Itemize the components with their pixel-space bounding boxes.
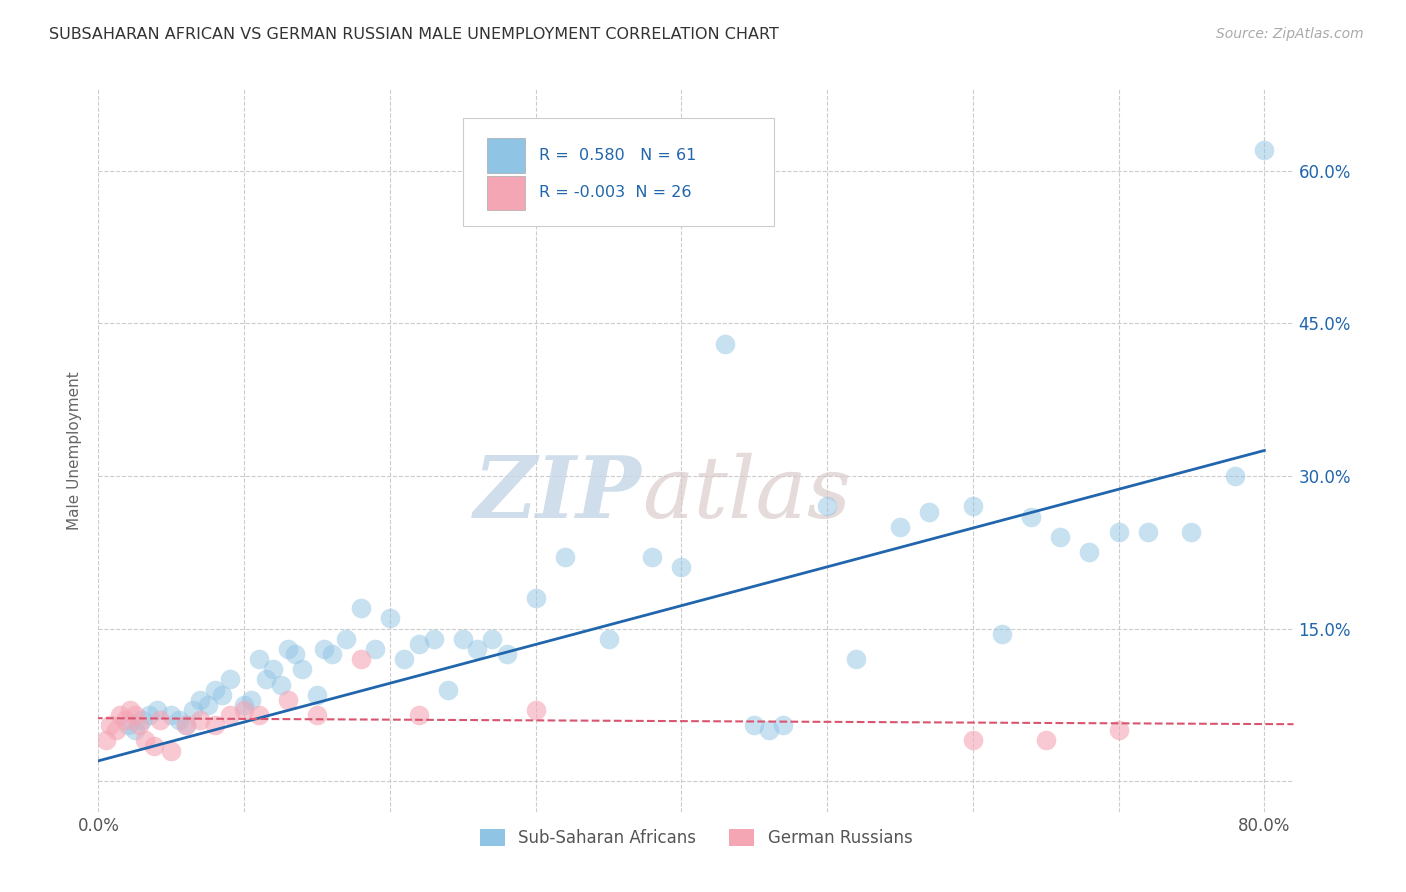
Point [758, 723, 780, 738]
FancyBboxPatch shape [463, 118, 773, 227]
Point [204, 718, 226, 732]
Point [422, 632, 444, 646]
Point [437, 682, 460, 697]
Point [321, 647, 343, 661]
Point [131, 713, 153, 727]
Legend: Sub-Saharan Africans, German Russians: Sub-Saharan Africans, German Russians [472, 822, 920, 854]
Point [114, 713, 136, 727]
Point [142, 739, 165, 753]
Point [174, 718, 197, 732]
Point [233, 703, 256, 717]
Point [714, 336, 737, 351]
Point [1136, 524, 1159, 539]
Point [378, 611, 401, 625]
Point [104, 723, 127, 738]
Point [174, 718, 197, 732]
Point [181, 703, 204, 717]
Point [467, 641, 489, 656]
Point [254, 673, 277, 687]
Point [481, 632, 503, 646]
Point [991, 626, 1014, 640]
Point [962, 500, 984, 514]
Point [291, 662, 314, 676]
Point [554, 550, 576, 565]
Point [815, 500, 838, 514]
Point [314, 641, 336, 656]
Point [335, 632, 357, 646]
Point [197, 698, 219, 712]
Point [138, 708, 160, 723]
Point [110, 708, 132, 723]
Point [204, 682, 226, 697]
Point [120, 703, 142, 717]
Point [364, 641, 387, 656]
Point [1180, 524, 1202, 539]
Text: atlas: atlas [643, 452, 851, 535]
Point [408, 637, 430, 651]
Point [124, 723, 146, 738]
Point [671, 560, 693, 574]
Point [98, 718, 121, 732]
Point [240, 693, 263, 707]
Point [149, 713, 172, 727]
Point [124, 708, 146, 723]
Point [247, 708, 270, 723]
Point [1253, 143, 1275, 157]
Point [1225, 469, 1247, 483]
Point [167, 713, 190, 727]
Point [889, 520, 911, 534]
Point [284, 647, 307, 661]
Point [350, 601, 373, 615]
Point [408, 708, 430, 723]
Point [277, 641, 299, 656]
Point [394, 652, 416, 666]
Point [233, 698, 256, 712]
Point [524, 591, 547, 605]
Point [1078, 545, 1101, 559]
Point [495, 647, 517, 661]
Point [1035, 733, 1057, 747]
Point [218, 673, 240, 687]
Text: SUBSAHARAN AFRICAN VS GERMAN RUSSIAN MALE UNEMPLOYMENT CORRELATION CHART: SUBSAHARAN AFRICAN VS GERMAN RUSSIAN MAL… [49, 27, 779, 42]
Point [160, 744, 183, 758]
Point [117, 718, 139, 732]
Point [1049, 530, 1071, 544]
Point [305, 708, 328, 723]
Text: ZIP: ZIP [474, 452, 643, 535]
Point [962, 733, 984, 747]
Point [845, 652, 868, 666]
Point [270, 677, 292, 691]
Point [641, 550, 664, 565]
Point [211, 688, 233, 702]
FancyBboxPatch shape [486, 176, 524, 211]
Text: R =  0.580   N = 61: R = 0.580 N = 61 [540, 148, 697, 163]
Point [128, 718, 150, 732]
Point [598, 632, 620, 646]
Point [94, 733, 117, 747]
Point [134, 733, 156, 747]
Point [451, 632, 474, 646]
Point [160, 708, 183, 723]
Point [218, 708, 240, 723]
Point [247, 652, 270, 666]
Point [277, 693, 299, 707]
Point [190, 693, 212, 707]
Point [262, 662, 284, 676]
Y-axis label: Male Unemployment: Male Unemployment [67, 371, 83, 530]
Point [1108, 723, 1130, 738]
Point [772, 718, 794, 732]
Point [1108, 524, 1130, 539]
Point [524, 703, 547, 717]
Point [918, 504, 941, 518]
Text: R = -0.003  N = 26: R = -0.003 N = 26 [540, 186, 692, 201]
Point [350, 652, 373, 666]
Point [305, 688, 328, 702]
Point [1019, 509, 1042, 524]
Text: Source: ZipAtlas.com: Source: ZipAtlas.com [1216, 27, 1364, 41]
Point [742, 718, 765, 732]
Point [145, 703, 167, 717]
Point [190, 713, 212, 727]
FancyBboxPatch shape [486, 138, 524, 173]
